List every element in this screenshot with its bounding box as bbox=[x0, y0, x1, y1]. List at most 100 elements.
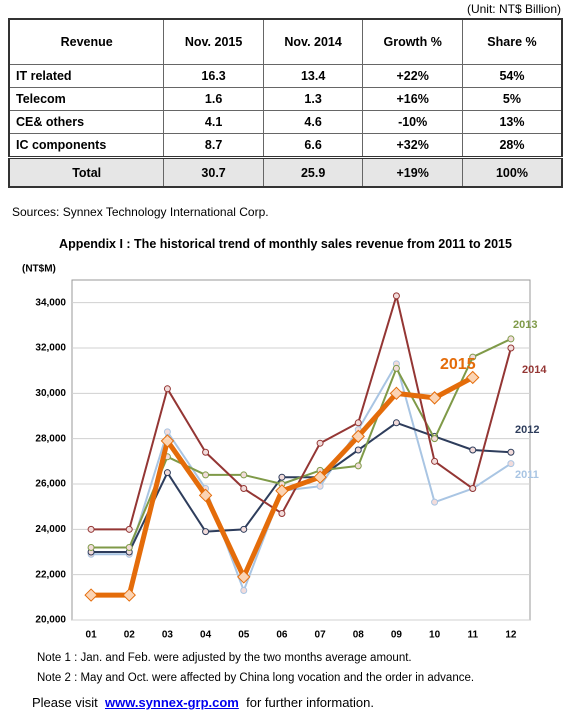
note: Note 2 : May and Oct. were affected by C… bbox=[37, 672, 475, 684]
total-cell: 100% bbox=[461, 156, 563, 188]
total-row: Total 30.7 25.9 +19% 100% bbox=[8, 156, 563, 188]
y-tick-label: 30,000 bbox=[35, 388, 66, 399]
chart: (NT$M) 20,000 22,000 24,000 26,000 28,000 30,0… bbox=[22, 264, 547, 641]
data-point bbox=[389, 386, 404, 401]
data-point bbox=[87, 543, 95, 551]
total-cell: +19% bbox=[362, 156, 463, 188]
chart-title: Appendix I : The historical trend of mon… bbox=[59, 237, 512, 251]
x-tick-label: 04 bbox=[200, 630, 212, 641]
data-point bbox=[240, 485, 248, 493]
table-row: CE& others 4.1 4.6 -10% 13% bbox=[8, 110, 563, 134]
data-point bbox=[469, 353, 477, 361]
data-point bbox=[392, 364, 400, 372]
data-point bbox=[313, 470, 327, 484]
data-point bbox=[507, 344, 515, 352]
x-tick-label: 10 bbox=[429, 630, 441, 641]
x-tick-label: 02 bbox=[124, 630, 136, 641]
y-tick-label: 24,000 bbox=[35, 524, 66, 535]
x-tick-label: 07 bbox=[315, 630, 327, 641]
table-cell: 6.6 bbox=[262, 133, 364, 158]
data-point bbox=[122, 588, 136, 602]
unit-note: (Unit: NT$ Billion) bbox=[466, 2, 561, 16]
footer-text: Please visit bbox=[32, 695, 98, 710]
data-point bbox=[125, 525, 133, 533]
table-cell: +32% bbox=[362, 133, 463, 158]
series-label: 2015 bbox=[440, 356, 476, 373]
table-cell: IC components bbox=[8, 133, 165, 158]
data-point bbox=[431, 435, 439, 443]
header-cell: Nov. 2014 bbox=[262, 18, 364, 65]
x-tick-label: 08 bbox=[353, 630, 365, 641]
data-point bbox=[431, 457, 439, 465]
table-cell: Telecom bbox=[8, 87, 165, 111]
table-row: Telecom 1.6 1.3 +16% 5% bbox=[8, 87, 563, 111]
header-cell: Revenue bbox=[8, 18, 165, 65]
data-point bbox=[202, 528, 210, 536]
header-cell: Growth % bbox=[362, 18, 463, 65]
x-tick-label: 12 bbox=[505, 630, 517, 641]
data-point bbox=[202, 471, 210, 479]
data-point bbox=[198, 488, 213, 503]
data-point bbox=[163, 428, 171, 436]
series-label: 2012 bbox=[515, 424, 539, 436]
table-cell: 13% bbox=[461, 110, 563, 134]
data-point bbox=[507, 335, 515, 343]
data-point bbox=[351, 429, 365, 444]
table-cell: +16% bbox=[362, 87, 463, 111]
x-tick-label: 05 bbox=[238, 630, 250, 641]
data-point bbox=[427, 391, 442, 405]
data-point bbox=[240, 587, 248, 595]
y-tick-label: 32,000 bbox=[35, 343, 66, 354]
y-tick-label: 20,000 bbox=[35, 615, 66, 626]
plot-area bbox=[71, 279, 531, 621]
data-point bbox=[163, 469, 171, 477]
series-label: 2014 bbox=[522, 364, 547, 376]
data-point bbox=[87, 525, 95, 533]
series-line bbox=[91, 362, 512, 592]
note: Note 1 : Jan. and Feb. were adjusted by … bbox=[37, 652, 412, 664]
table-cell: 16.3 bbox=[163, 64, 264, 88]
revenue-table: Revenue Nov. 2015 Nov. 2014 Growth % Share %… bbox=[8, 18, 563, 188]
data-point bbox=[316, 439, 324, 447]
data-point bbox=[507, 448, 515, 456]
series-label: 2011 bbox=[515, 469, 539, 481]
data-point bbox=[160, 434, 175, 448]
data-point bbox=[237, 570, 251, 584]
table-cell: 1.3 bbox=[262, 87, 364, 111]
data-point bbox=[125, 543, 133, 551]
table-cell: 4.6 bbox=[262, 110, 364, 134]
data-point bbox=[354, 462, 362, 470]
data-point bbox=[316, 482, 324, 490]
table-cell: CE& others bbox=[8, 110, 165, 134]
data-point bbox=[163, 385, 171, 393]
table-cell: 5% bbox=[461, 87, 563, 111]
table-cell: -10% bbox=[362, 110, 463, 134]
y-tick-label: 22,000 bbox=[35, 569, 66, 580]
data-point bbox=[507, 460, 515, 468]
data-point bbox=[240, 471, 248, 479]
table-cell: 4.1 bbox=[163, 110, 264, 134]
data-point bbox=[431, 498, 439, 506]
header-cell: Share % bbox=[461, 18, 563, 65]
header-row: Revenue Nov. 2015 Nov. 2014 Growth % Share % bbox=[8, 18, 563, 65]
table-cell: 1.6 bbox=[163, 87, 264, 111]
data-point bbox=[354, 419, 362, 427]
table-cell: +22% bbox=[362, 64, 463, 88]
website-link[interactable]: www.synnex-grp.com bbox=[104, 695, 239, 710]
total-cell: 25.9 bbox=[262, 156, 364, 188]
total-cell: 30.7 bbox=[163, 156, 264, 188]
y-tick-label: 34,000 bbox=[35, 297, 66, 308]
y-tick-label: 26,000 bbox=[35, 479, 66, 490]
table-row: IT related 16.3 13.4 +22% 54% bbox=[8, 64, 563, 88]
data-point bbox=[392, 292, 400, 300]
x-tick-label: 01 bbox=[86, 630, 98, 641]
x-tick-label: 03 bbox=[162, 630, 174, 641]
data-point bbox=[202, 448, 210, 456]
series-label: 2013 bbox=[513, 319, 537, 331]
data-point bbox=[466, 370, 480, 385]
header-cell: Nov. 2015 bbox=[163, 18, 264, 65]
data-point bbox=[469, 446, 477, 454]
y-axis-label: (NT$M) bbox=[22, 264, 56, 275]
footer-text: for further information. bbox=[246, 695, 374, 710]
